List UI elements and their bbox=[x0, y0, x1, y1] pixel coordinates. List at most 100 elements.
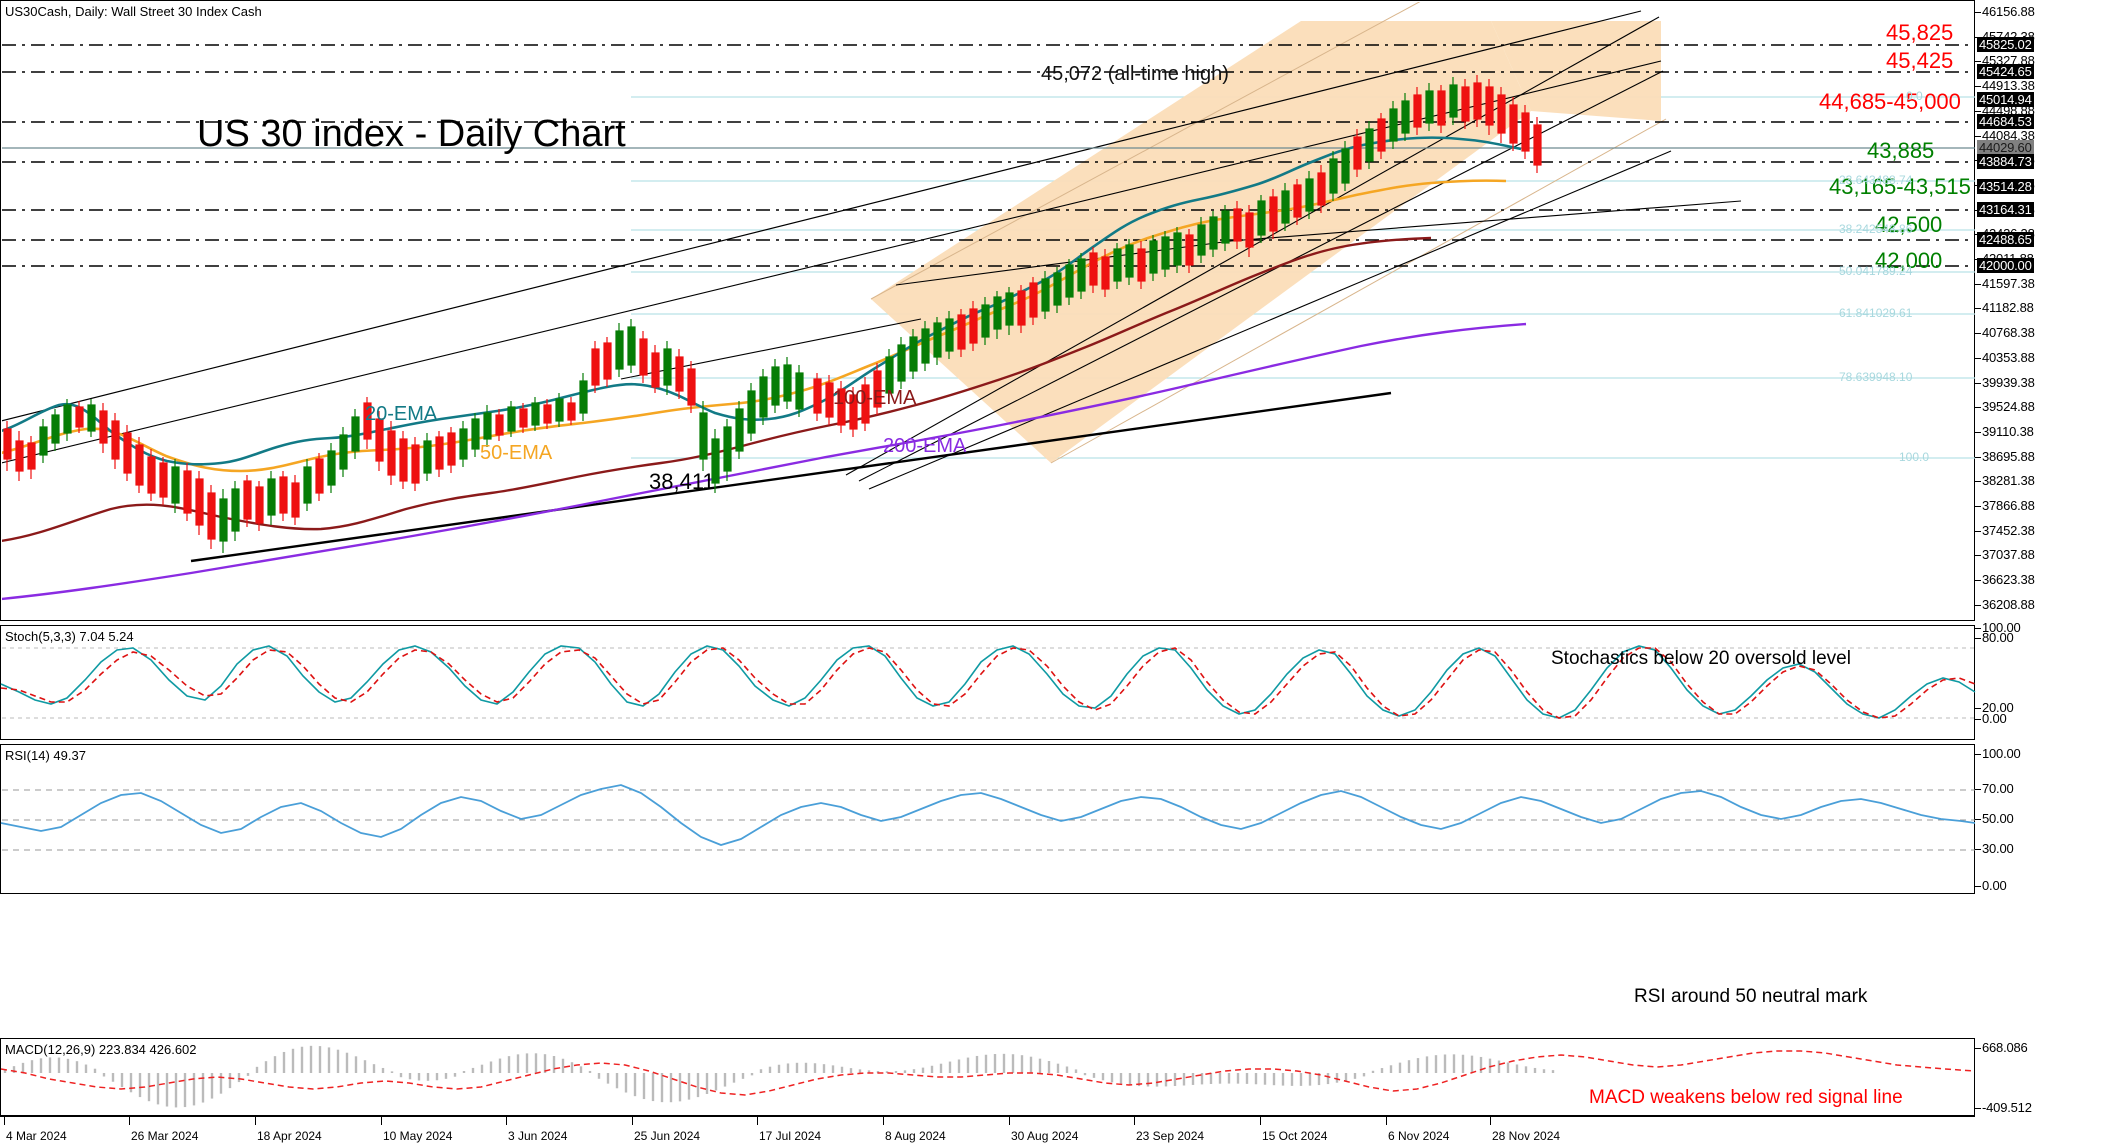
fib-label-0: 0.0 bbox=[1906, 89, 1923, 103]
macd-panel[interactable]: MACD(12,26,9) 223.834 426.602 MACD weake… bbox=[0, 1038, 1976, 1116]
rsi-axis-tick bbox=[1975, 754, 1981, 755]
rsi-axis-label: 30.00 bbox=[1982, 841, 2014, 856]
price-axis-tick bbox=[1975, 357, 1981, 359]
macd-axis-tick bbox=[1975, 1108, 1981, 1109]
rsi-axis-label: 0.00 bbox=[1982, 878, 2007, 893]
price-axis-label: 44913.38 bbox=[1982, 78, 2035, 94]
date-axis-tick bbox=[1009, 1116, 1010, 1125]
price-chart-panel[interactable]: US30Cash, Daily: Wall Street 30 Index Ca… bbox=[0, 0, 1975, 621]
fib-label-236: 23.643488.74 bbox=[1839, 173, 1913, 187]
rsi-panel[interactable]: RSI(14) 49.37 bbox=[0, 744, 1976, 894]
fib-label-618: 61.841029.61 bbox=[1839, 306, 1913, 320]
stochastic-canvas bbox=[0, 645, 1976, 719]
price-axis-label: 36623.38 bbox=[1982, 572, 2035, 588]
price-axis-label: 46156.88 bbox=[1982, 4, 2035, 19]
fib-label-100: 100.0 bbox=[1899, 450, 1930, 464]
price-level-tag: 45014.94 bbox=[1977, 92, 2034, 107]
price-axis-label: 40768.38 bbox=[1982, 325, 2035, 341]
date-axis-label: 10 May 2024 bbox=[383, 1129, 453, 1143]
price-axis-label: 41182.88 bbox=[1982, 300, 2034, 316]
price-axis-tick bbox=[1975, 506, 1981, 507]
date-axis-label: 26 Mar 2024 bbox=[131, 1129, 199, 1143]
price-axis-tick bbox=[1975, 555, 1981, 557]
level-lines bbox=[2, 44, 1975, 267]
price-level-tag: 43884.73 bbox=[1977, 154, 2034, 169]
rsi-axis-tick bbox=[1975, 886, 1981, 887]
price-axis-tick bbox=[1975, 382, 1981, 384]
ema20-line bbox=[2, 136, 1522, 466]
current-price-tag: 44029.60 bbox=[1977, 140, 2034, 155]
price-axis-tick bbox=[1975, 431, 1981, 433]
date-axis-tick bbox=[506, 1116, 507, 1125]
rsi-axis-label: 100.00 bbox=[1982, 746, 2021, 761]
date-axis-tick bbox=[255, 1116, 256, 1125]
price-axis-tick bbox=[1975, 481, 1981, 483]
date-axis-rule bbox=[0, 1116, 1975, 1117]
price-axis-tick bbox=[1975, 530, 1981, 532]
price-axis-tick bbox=[1975, 283, 1981, 285]
stochastic-axis: 100.00 80.00 20.00 0.00 bbox=[1975, 620, 2107, 740]
macd-axis-tick bbox=[1975, 1048, 1981, 1049]
price-level-tag: 43514.28 bbox=[1977, 179, 2034, 194]
price-axis-tick bbox=[1975, 135, 1981, 137]
date-axis-tick bbox=[1134, 1116, 1135, 1125]
price-level-tag: 42000.00 bbox=[1977, 258, 2034, 273]
price-axis-label: 37037.88 bbox=[1982, 547, 2035, 563]
date-axis-label: 8 Aug 2024 bbox=[885, 1129, 946, 1143]
stochastic-axis-label: 100.00 bbox=[1982, 620, 2021, 635]
price-axis-tick bbox=[1975, 86, 1981, 88]
price-axis-tick bbox=[1975, 580, 1981, 582]
macd-note: MACD weakens below red signal line bbox=[1589, 1087, 1903, 1108]
price-axis-tick bbox=[1975, 333, 1981, 335]
stochastic-header: Stoch(5,3,3) 7.04 5.24 bbox=[5, 629, 134, 644]
price-level-tag: 42488.65 bbox=[1977, 232, 2034, 247]
page-title: US 30 index - Daily Chart bbox=[197, 113, 626, 155]
date-axis-label: 17 Jul 2024 bbox=[759, 1129, 822, 1143]
rsi-axis-label: 70.00 bbox=[1982, 781, 2014, 796]
date-axis-label: 6 Nov 2024 bbox=[1388, 1129, 1450, 1143]
level-label-45825: 45,825 bbox=[1886, 20, 1954, 45]
price-chart-canvas[interactable] bbox=[1, 1, 1976, 622]
stochastic-axis-tick bbox=[1975, 719, 1981, 720]
date-axis-label: 4 Mar 2024 bbox=[6, 1129, 67, 1143]
date-axis-tick bbox=[757, 1116, 758, 1125]
ema20-label: 20-EMA bbox=[365, 403, 438, 425]
price-axis-tick bbox=[1975, 308, 1981, 310]
price-axis-tick bbox=[1975, 407, 1981, 409]
stochastic-panel[interactable]: Stoch(5,3,3) 7.04 5.24 Stochastics below… bbox=[0, 625, 1976, 740]
stochastic-note: Stochastics below 20 oversold level bbox=[1551, 648, 1851, 669]
ema200-line bbox=[2, 322, 1527, 601]
price-axis-label: 39939.38 bbox=[1982, 374, 2035, 390]
price-axis-tick bbox=[1975, 61, 1981, 63]
rsi-axis-tick bbox=[1975, 819, 1981, 820]
rsi-axis: 100.00 70.00 50.00 30.00 0.00 bbox=[1975, 744, 2107, 894]
price-level-tag: 45424.65 bbox=[1977, 64, 2034, 79]
date-axis[interactable]: 4 Mar 2024 26 Mar 2024 18 Apr 2024 10 May 2… bbox=[0, 1116, 1975, 1147]
macd-axis-label: 668.086 bbox=[1982, 1040, 2028, 1055]
level-label-42000: 42,000 bbox=[1875, 248, 1943, 273]
price-axis-label: 41597.38 bbox=[1982, 275, 2035, 291]
date-axis-label: 3 Jun 2024 bbox=[508, 1129, 568, 1143]
price-axis-tick bbox=[1975, 456, 1981, 458]
stochastic-axis-label: 80.00 bbox=[1982, 630, 2014, 645]
macd-axis: 668.086 -409.512 bbox=[1975, 1038, 2107, 1116]
price-axis-label: 38281.38 bbox=[1982, 473, 2035, 489]
level-label-43885: 43,885 bbox=[1867, 138, 1935, 163]
price-axis-tick bbox=[1975, 12, 1981, 13]
date-axis-tick bbox=[632, 1116, 633, 1125]
price-level-tag: 43164.31 bbox=[1977, 202, 2034, 217]
price-level-tag: 45825.02 bbox=[1977, 37, 2034, 52]
price-axis[interactable]: 46156.8845742.3845327.8844913.3844498.88… bbox=[1975, 0, 2107, 621]
ema100-label: 100-EMA bbox=[833, 387, 917, 409]
rsi-axis-tick bbox=[1975, 849, 1981, 850]
price-axis-label: 44084.38 bbox=[1982, 127, 2035, 143]
macd-header: MACD(12,26,9) 223.834 426.602 bbox=[5, 1042, 197, 1057]
fib-label-50: 50.041789.24 bbox=[1839, 264, 1913, 278]
fib-label-786: 78.639948.10 bbox=[1839, 370, 1913, 384]
date-axis-label: 28 Nov 2024 bbox=[1492, 1129, 1561, 1143]
level-label-45425: 45,425 bbox=[1886, 48, 1954, 73]
swing-low-annotation: 38,411 bbox=[649, 469, 715, 494]
price-axis-label: 36208.88 bbox=[1982, 596, 2035, 612]
date-axis-label: 23 Sep 2024 bbox=[1136, 1129, 1205, 1143]
stochastic-axis-tick bbox=[1975, 638, 1981, 639]
